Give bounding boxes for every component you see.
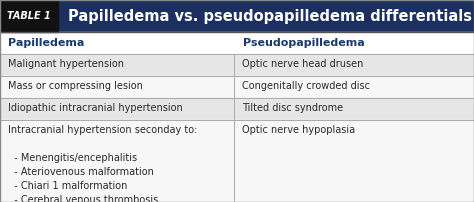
Bar xyxy=(0,98,474,120)
Text: Idiopathic intracranial hypertension: Idiopathic intracranial hypertension xyxy=(8,103,183,113)
Text: TABLE 1: TABLE 1 xyxy=(7,11,51,21)
Text: Optic nerve head drusen: Optic nerve head drusen xyxy=(242,59,364,69)
Text: Optic nerve hypoplasia: Optic nerve hypoplasia xyxy=(242,125,355,135)
Bar xyxy=(58,0,474,32)
Text: Papilledema: Papilledema xyxy=(8,38,84,48)
Bar xyxy=(0,32,474,54)
Text: Tilted disc syndrome: Tilted disc syndrome xyxy=(242,103,343,113)
Bar xyxy=(0,76,474,98)
Text: Intracranial hypertension seconday to:

  - Menengitis/encephalitis
  - Ateriove: Intracranial hypertension seconday to: -… xyxy=(8,125,197,202)
Bar xyxy=(0,54,474,76)
Text: Congenitally crowded disc: Congenitally crowded disc xyxy=(242,81,370,91)
Bar xyxy=(0,120,474,202)
Text: Papilledema vs. pseudopapilledema differentials: Papilledema vs. pseudopapilledema differ… xyxy=(68,8,472,23)
Bar xyxy=(0,0,58,32)
Text: Malignant hypertension: Malignant hypertension xyxy=(8,59,124,69)
Text: Pseudopapilledema: Pseudopapilledema xyxy=(243,38,365,48)
Text: Mass or compressing lesion: Mass or compressing lesion xyxy=(8,81,143,91)
